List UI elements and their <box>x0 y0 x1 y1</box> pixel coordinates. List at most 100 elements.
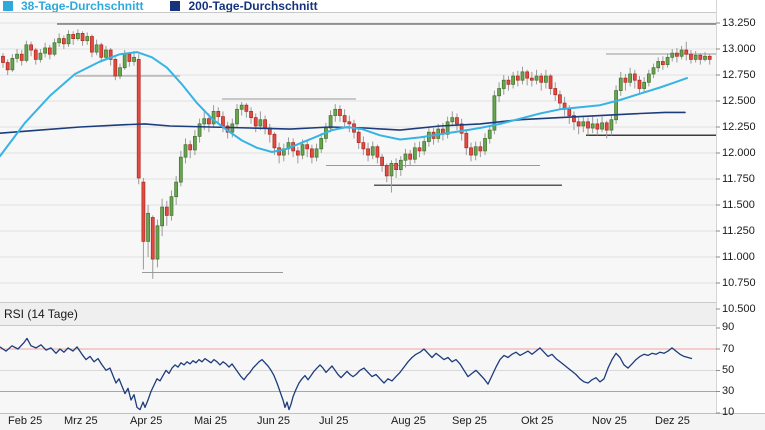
candle-body-up <box>487 129 492 139</box>
candle-body-down <box>525 71 530 79</box>
candle <box>576 117 581 135</box>
legend-label-ma200: 200-Tage-Durchschnitt <box>188 0 318 13</box>
candle-body-down <box>99 44 104 58</box>
candle <box>675 47 679 63</box>
candle <box>24 40 29 63</box>
candle-body-down <box>408 153 413 160</box>
candle <box>473 141 478 161</box>
candle <box>459 118 464 141</box>
candle <box>281 143 286 162</box>
rsi-panel-title: RSI (14 Tage) <box>4 307 78 321</box>
candle <box>562 96 567 116</box>
candle <box>347 115 352 133</box>
candle-body-up <box>370 146 375 156</box>
candle-body-up <box>473 146 478 156</box>
candle-body-up <box>483 138 487 152</box>
ma38-swatch-icon <box>3 1 13 11</box>
candle-body-down <box>244 104 249 112</box>
candle <box>665 53 670 68</box>
candle-body-up <box>693 54 698 60</box>
candle-body-up <box>614 90 618 121</box>
price-axis-label: 12.500 <box>722 94 756 107</box>
candle <box>104 45 108 61</box>
candle <box>544 69 548 89</box>
month-label: Mai 25 <box>194 415 228 427</box>
candle-body-up <box>57 38 62 44</box>
candle-body-up <box>66 34 71 45</box>
candle-body-down <box>553 88 558 96</box>
candle <box>188 140 193 159</box>
candle <box>197 118 202 143</box>
candle <box>277 142 281 164</box>
candle <box>609 114 614 136</box>
candle <box>328 110 333 133</box>
candle-body-up <box>235 108 239 125</box>
candle <box>614 85 618 124</box>
candle <box>291 138 296 158</box>
candle-body-up <box>174 181 179 198</box>
candle <box>417 141 422 158</box>
rsi-axis-label: 10 <box>722 406 735 419</box>
candle <box>169 190 174 221</box>
time-axis-strip <box>0 413 765 430</box>
candle-body-down <box>33 49 38 60</box>
candle-body-up <box>24 44 29 61</box>
candle-body-down <box>586 121 590 129</box>
candle-body-down <box>707 55 712 60</box>
candle <box>80 31 85 46</box>
candle <box>370 141 375 160</box>
candle <box>590 116 595 134</box>
candle <box>211 105 216 129</box>
month-label: Aug 25 <box>391 415 426 427</box>
candle <box>295 146 300 164</box>
candle-body-down <box>632 73 637 81</box>
candle-body-down <box>366 148 370 156</box>
candle-body-down <box>127 53 132 62</box>
candle <box>469 142 473 162</box>
candle-body-down <box>623 77 628 83</box>
candle-body-up <box>581 121 586 127</box>
candle-body-down <box>469 147 473 156</box>
legend-item-ma200[interactable]: 200-Tage-Durchschnitt <box>170 0 318 13</box>
candle-body-up <box>178 156 183 183</box>
candle-body-down <box>417 147 422 152</box>
candle-body-up <box>202 118 207 125</box>
candle-body-down <box>698 54 703 60</box>
candle <box>132 51 136 66</box>
candle-body-up <box>38 52 43 60</box>
candle <box>534 69 539 85</box>
candle <box>572 111 576 131</box>
candle <box>525 69 530 86</box>
candle <box>529 71 534 87</box>
legend-item-ma38[interactable]: 38-Tage-Durchschnitt <box>3 0 143 13</box>
candle-body-down <box>361 142 366 150</box>
month-label: Nov 25 <box>592 415 627 427</box>
candle <box>244 103 249 118</box>
candle-body-up <box>646 73 651 83</box>
candle-body-down <box>61 38 66 45</box>
candle <box>520 66 525 85</box>
candle <box>375 144 380 164</box>
candle-body-up <box>146 212 150 242</box>
candle <box>43 42 47 58</box>
candle <box>338 105 342 122</box>
candle <box>57 33 62 47</box>
candle <box>94 39 99 56</box>
candle <box>10 54 15 72</box>
candle <box>623 73 628 91</box>
candle-body-down <box>375 146 380 158</box>
candle <box>422 136 427 156</box>
candle <box>464 129 469 156</box>
candle <box>581 115 586 133</box>
candle-body-down <box>113 59 118 77</box>
candle-body-up <box>197 123 202 137</box>
candle-body-up <box>651 67 656 75</box>
candle <box>595 118 600 136</box>
candle-body-down <box>356 131 361 143</box>
rsi-plot-group <box>0 337 716 411</box>
candle-body-up <box>10 57 15 71</box>
candle-body-up <box>544 75 548 83</box>
price-axis-label: 11.250 <box>722 224 755 237</box>
candle <box>71 31 76 45</box>
